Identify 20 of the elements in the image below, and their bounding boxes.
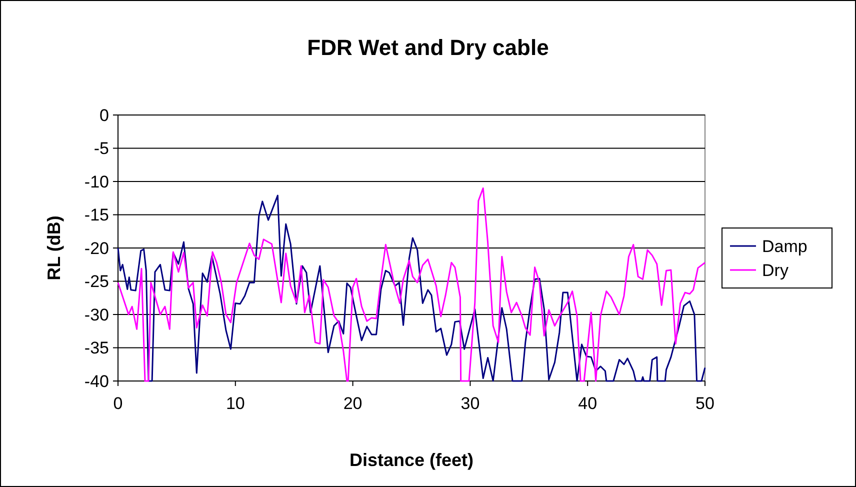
y-tick-label: 0 [100, 106, 109, 125]
x-tick-label: 20 [343, 394, 362, 413]
x-tick-label: 40 [578, 394, 598, 413]
y-tick-label: -5 [94, 139, 109, 158]
chart-title: FDR Wet and Dry cable [307, 35, 549, 60]
x-tick-label: 50 [696, 394, 714, 413]
x-axis-title: Distance (feet) [349, 450, 474, 470]
x-tick-label: 0 [113, 394, 123, 413]
y-tick-label: -15 [84, 206, 109, 225]
legend-label: Dry [762, 260, 789, 280]
y-axis-title: RL (dB) [44, 216, 64, 280]
y-tick-label: -35 [84, 338, 109, 358]
x-tick-label: 30 [460, 394, 480, 413]
y-tick-label: -20 [84, 238, 109, 258]
y-tick-label: -40 [84, 372, 109, 391]
legend-label: Damp [762, 236, 808, 256]
y-tick-label: -10 [84, 172, 109, 192]
x-tick-label: 10 [226, 394, 245, 413]
y-tick-label: -30 [84, 305, 109, 324]
y-tick-label: -25 [84, 272, 109, 292]
